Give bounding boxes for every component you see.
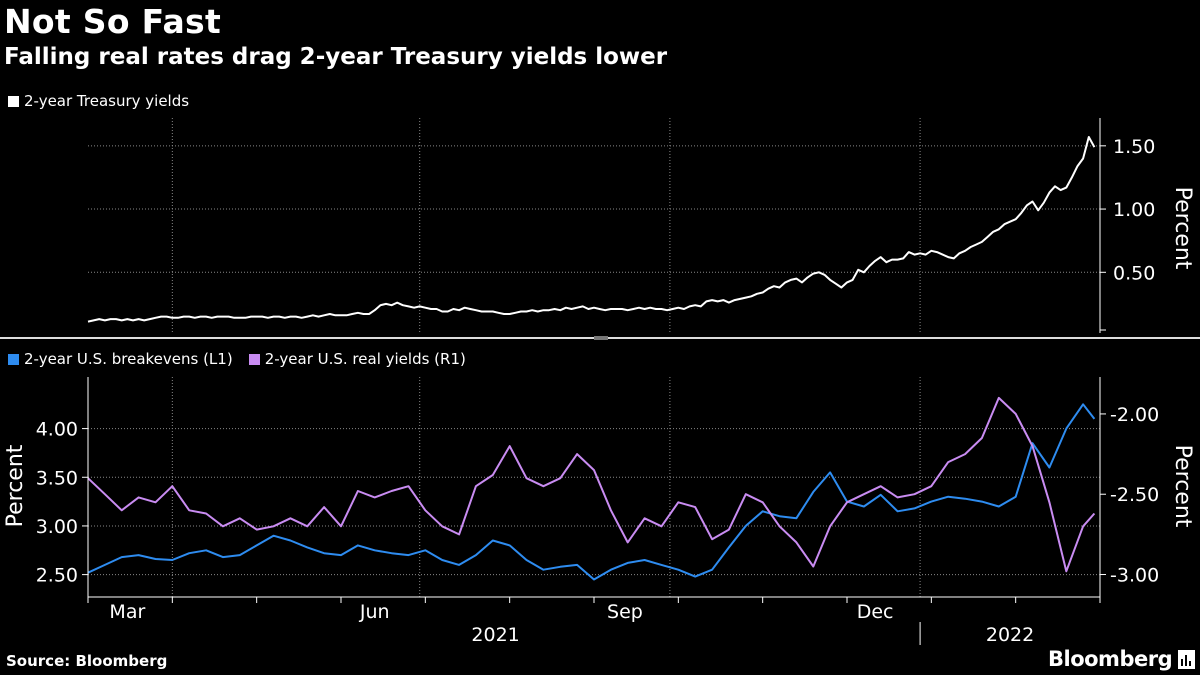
- panel-divider-handle: [594, 336, 608, 340]
- axes: 0.50 1.00 1.50 2.50 3.00 3.50 4.00 -3.00 -2.50 -2…: [0, 118, 1200, 646]
- year-label: 2021: [471, 624, 519, 646]
- bottom-right-y-tick-label: -3.00: [1110, 565, 1159, 587]
- top-y-tick-label: 1.00: [1113, 199, 1155, 221]
- bottom-left-y-tick-label: 3.50: [36, 467, 78, 489]
- x-tick-label: Jun: [359, 601, 390, 623]
- bottom-right-y-tick-label: -2.00: [1110, 404, 1159, 426]
- series-line-real-yields: [87, 396, 1096, 573]
- legend-swatch-treasury: [8, 95, 19, 107]
- bottom-left-y-axis-label: Percent: [3, 444, 28, 527]
- bottom-right-y-axis-label: Percent: [1170, 445, 1195, 528]
- source-note: Source: Bloomberg: [6, 652, 168, 670]
- chart-subtitle: Falling real rates drag 2-year Treasury …: [4, 44, 668, 70]
- bottom-left-y-tick-label: 3.00: [36, 516, 78, 538]
- x-tick-label: Dec: [857, 601, 894, 623]
- bottom-left-y-tick-label: 4.00: [36, 419, 78, 441]
- bottom-right-y-tick-label: -2.50: [1110, 484, 1159, 506]
- top-y-axis-label: Percent: [1170, 187, 1195, 270]
- series-lines: [87, 136, 1096, 581]
- x-tick-label: Mar: [109, 601, 145, 623]
- top-grid: [88, 118, 1100, 333]
- legend-swatch-breakevens: [8, 353, 19, 365]
- legend-swatch-real: [248, 353, 260, 365]
- legend-label-real: 2-year U.S. real yields (R1): [264, 350, 466, 368]
- series-line-treasury: [87, 136, 1096, 323]
- legend-lower: 2-year U.S. breakevens (L1) 2-year U.S. …: [8, 350, 466, 368]
- bloomberg-chart-icon: [1178, 650, 1195, 669]
- legend-treasury: 2-year Treasury yields: [8, 92, 189, 110]
- year-label: 2022: [986, 624, 1034, 646]
- x-tick-label: Sep: [607, 601, 643, 623]
- bottom-grid: [88, 377, 1100, 597]
- legend-label-breakevens: 2-year U.S. breakevens (L1): [24, 350, 233, 368]
- chart-title: Not So Fast: [4, 2, 222, 41]
- brand-logo-text: Bloomberg: [1048, 647, 1173, 671]
- series-line-breakevens: [87, 403, 1096, 581]
- legend-label-treasury: 2-year Treasury yields: [24, 92, 190, 110]
- bottom-left-y-tick-label: 2.50: [36, 565, 78, 587]
- top-y-tick-label: 1.50: [1113, 136, 1155, 158]
- top-y-tick-label: 0.50: [1113, 262, 1155, 284]
